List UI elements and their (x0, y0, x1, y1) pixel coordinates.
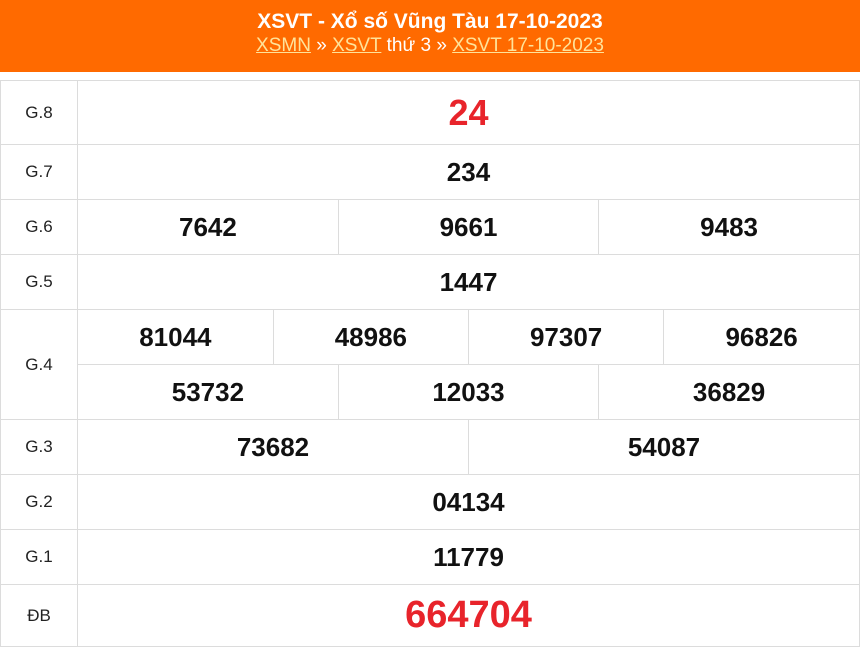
row-g1: G.1 11779 (0, 529, 860, 585)
prize-number: 11779 (77, 529, 860, 585)
prize-number: 9483 (598, 200, 859, 254)
breadcrumb: XSMN » XSVT thứ 3 » XSVT 17-10-2023 (0, 34, 860, 58)
prize-number: 73682 (78, 420, 469, 474)
breadcrumb-date-link[interactable]: XSVT 17-10-2023 (452, 35, 604, 56)
breadcrumb-xsmn-link[interactable]: XSMN (256, 35, 311, 56)
prize-number: 81044 (78, 310, 274, 364)
results-table: G.8 24 G.7 234 G.6 7642 9661 9483 G.5 14… (0, 80, 860, 647)
prize-number: 234 (77, 144, 860, 200)
breadcrumb-separator: » (431, 35, 453, 56)
prize-number: 54087 (468, 420, 859, 474)
row-g8: G.8 24 (0, 80, 860, 145)
prize-number: 24 (77, 80, 860, 145)
row-g5: G.5 1447 (0, 254, 860, 310)
prize-label: G.3 (0, 419, 78, 475)
prize-number: 7642 (78, 200, 339, 254)
prize-label: ĐB (0, 584, 78, 647)
prize-label: G.2 (0, 474, 78, 530)
row-g6: G.6 7642 9661 9483 (0, 199, 860, 255)
prize-label: G.5 (0, 254, 78, 310)
prize-label: G.8 (0, 80, 78, 145)
prize-number: 96826 (663, 310, 859, 364)
prize-label: G.1 (0, 529, 78, 585)
prize-label: G.4 (0, 309, 78, 420)
prize-number: 48986 (272, 310, 470, 364)
prize-number: 36829 (598, 364, 859, 419)
page-header: XSVT - Xổ số Vũng Tàu 17-10-2023 XSMN » … (0, 0, 860, 72)
breadcrumb-xsvt-link[interactable]: XSVT (332, 35, 382, 56)
row-special: ĐB 664704 (0, 584, 860, 647)
row-g3: G.3 73682 54087 (0, 419, 860, 475)
breadcrumb-separator: » (310, 35, 333, 56)
special-prize-number: 664704 (77, 584, 860, 647)
row-g7: G.7 234 (0, 144, 860, 200)
prize-number: 04134 (77, 474, 860, 530)
prize-label: G.6 (0, 199, 78, 255)
prize-number: 53732 (78, 364, 339, 419)
prize-number: 1447 (77, 254, 860, 310)
prize-number: 97307 (467, 310, 665, 364)
prize-number: 9661 (337, 200, 600, 254)
row-g4: G.4 81044 48986 97307 96826 53732 12033 … (0, 309, 860, 420)
breadcrumb-weekday: thứ 3 (381, 35, 432, 56)
prize-label: G.7 (0, 144, 78, 200)
row-g2: G.2 04134 (0, 474, 860, 530)
page-title: XSVT - Xổ số Vũng Tàu 17-10-2023 (257, 10, 603, 33)
prize-number: 12033 (337, 364, 600, 419)
